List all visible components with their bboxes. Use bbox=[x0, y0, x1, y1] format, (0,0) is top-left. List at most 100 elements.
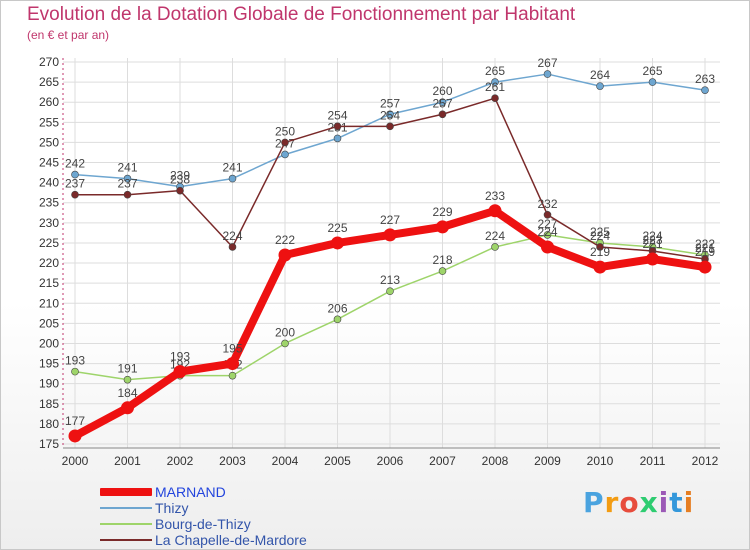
data-point-bourg-de-thizy bbox=[543, 231, 552, 239]
data-point-marnand bbox=[278, 248, 292, 262]
data-point-thizy bbox=[701, 86, 709, 94]
data-label-thizy: 241 bbox=[117, 161, 137, 175]
y-tick-label: 230 bbox=[39, 216, 59, 230]
data-point-marnand bbox=[121, 401, 134, 415]
data-point-la-chapelle-de-mardore bbox=[491, 94, 499, 102]
x-tick-label: 2010 bbox=[587, 454, 614, 468]
data-label-bourg-de-thizy: 206 bbox=[327, 301, 347, 315]
data-label-la-chapelle-de-mardore: 250 bbox=[275, 124, 295, 138]
data-point-thizy bbox=[596, 82, 604, 90]
brand-letter: r bbox=[604, 486, 620, 519]
legend-label-bourg-de-thizy: Bourg-de-Thizy bbox=[155, 516, 251, 532]
data-point-marnand bbox=[173, 365, 187, 379]
data-label-bourg-de-thizy: 191 bbox=[117, 362, 137, 376]
data-label-thizy: 264 bbox=[590, 68, 610, 82]
data-point-thizy bbox=[281, 150, 289, 159]
y-tick-label: 185 bbox=[39, 397, 59, 411]
x-tick-label: 2012 bbox=[692, 454, 719, 468]
data-point-la-chapelle-de-mardore bbox=[543, 211, 552, 219]
data-point-marnand bbox=[541, 240, 554, 254]
y-tick-label: 205 bbox=[39, 316, 59, 330]
data-label-bourg-de-thizy: 224 bbox=[485, 229, 505, 243]
x-tick-label: 2009 bbox=[534, 454, 561, 468]
data-label-la-chapelle-de-mardore: 254 bbox=[327, 108, 347, 122]
y-tick-label: 195 bbox=[39, 357, 59, 371]
data-label-thizy: 267 bbox=[537, 56, 557, 70]
data-point-bourg-de-thizy bbox=[491, 243, 499, 251]
y-tick-label: 190 bbox=[39, 377, 59, 391]
data-label-marnand: 222 bbox=[275, 233, 295, 247]
data-point-la-chapelle-de-mardore bbox=[596, 243, 604, 251]
chart-legend: MARNAND Thizy Bourg-de-Thizy La Chapelle… bbox=[100, 484, 360, 548]
data-label-la-chapelle-de-mardore: 224 bbox=[222, 229, 242, 243]
data-point-bourg-de-thizy bbox=[281, 339, 289, 348]
data-label-thizy: 263 bbox=[695, 72, 715, 86]
x-tick-label: 2007 bbox=[429, 454, 456, 468]
data-label-bourg-de-thizy: 218 bbox=[432, 253, 452, 267]
y-tick-label: 235 bbox=[39, 196, 59, 210]
legend-item-thizy: Thizy bbox=[100, 500, 360, 516]
data-point-bourg-de-thizy bbox=[333, 315, 342, 324]
data-label-la-chapelle-de-mardore: 261 bbox=[485, 80, 505, 94]
data-label-marnand: 229 bbox=[432, 205, 452, 219]
legend-label-thizy: Thizy bbox=[155, 500, 189, 516]
data-label-thizy: 239 bbox=[170, 169, 190, 183]
x-tick-label: 2004 bbox=[272, 454, 299, 468]
brand-letter: x bbox=[639, 486, 659, 519]
legend-item-la-chapelle-de-mardore: La Chapelle-de-Mardore bbox=[100, 532, 360, 548]
data-label-la-chapelle-de-mardore: 254 bbox=[380, 108, 400, 122]
data-label-la-chapelle-de-mardore: 223 bbox=[642, 233, 662, 247]
brand-letter: i bbox=[658, 486, 670, 519]
data-label-bourg-de-thizy: 224 bbox=[642, 229, 662, 243]
legend-swatch-thizy bbox=[100, 507, 152, 509]
data-label-bourg-de-thizy: 227 bbox=[537, 217, 557, 231]
data-label-la-chapelle-de-mardore: 237 bbox=[65, 177, 85, 191]
data-label-marnand: 224 bbox=[537, 225, 557, 239]
data-point-la-chapelle-de-mardore bbox=[71, 190, 79, 199]
data-point-marnand bbox=[436, 220, 449, 234]
y-tick-label: 250 bbox=[39, 135, 59, 149]
data-label-marnand: 227 bbox=[380, 213, 400, 227]
data-point-marnand bbox=[383, 228, 397, 242]
data-label-marnand: 184 bbox=[117, 386, 137, 400]
data-label-thizy: 265 bbox=[485, 64, 505, 78]
data-label-thizy: 257 bbox=[380, 96, 400, 110]
y-tick-label: 200 bbox=[39, 336, 59, 350]
data-point-marnand bbox=[593, 260, 607, 274]
data-label-bourg-de-thizy: 222 bbox=[695, 237, 715, 251]
chart-subtitle: (en € et par an) bbox=[27, 28, 110, 42]
data-point-la-chapelle-de-mardore bbox=[386, 122, 394, 131]
data-point-bourg-de-thizy bbox=[386, 287, 394, 296]
data-label-bourg-de-thizy: 225 bbox=[590, 225, 610, 239]
brand-letter: i bbox=[683, 486, 695, 519]
data-label-thizy: 265 bbox=[642, 64, 662, 78]
legend-item-marnand: MARNAND bbox=[100, 484, 360, 500]
data-point-marnand bbox=[226, 357, 239, 371]
x-tick-label: 2003 bbox=[219, 454, 246, 468]
data-label-bourg-de-thizy: 200 bbox=[275, 325, 295, 339]
data-point-thizy bbox=[228, 174, 237, 183]
data-label-marnand: 219 bbox=[695, 245, 715, 259]
data-label-la-chapelle-de-mardore: 221 bbox=[695, 241, 715, 255]
brand-letter: t bbox=[669, 486, 684, 519]
legend-label-la-chapelle-de-mardore: La Chapelle-de-Mardore bbox=[155, 532, 307, 548]
data-point-bourg-de-thizy bbox=[438, 267, 447, 275]
y-tick-label: 255 bbox=[39, 115, 59, 129]
y-tick-label: 220 bbox=[39, 256, 59, 270]
data-point-marnand bbox=[488, 204, 502, 218]
data-label-marnand: 221 bbox=[642, 237, 662, 251]
legend-label-marnand: MARNAND bbox=[155, 484, 226, 500]
y-tick-label: 210 bbox=[39, 296, 59, 310]
data-label-la-chapelle-de-mardore: 237 bbox=[117, 177, 137, 191]
data-label-la-chapelle-de-mardore: 232 bbox=[537, 197, 557, 211]
data-point-la-chapelle-de-mardore bbox=[438, 110, 447, 119]
data-point-thizy bbox=[491, 78, 499, 86]
legend-item-bourg-de-thizy: Bourg-de-Thizy bbox=[100, 516, 360, 532]
data-point-thizy bbox=[648, 78, 657, 86]
y-tick-label: 175 bbox=[39, 437, 59, 451]
data-point-thizy bbox=[333, 134, 342, 143]
data-point-bourg-de-thizy bbox=[123, 375, 132, 384]
data-label-thizy: 241 bbox=[222, 161, 242, 175]
